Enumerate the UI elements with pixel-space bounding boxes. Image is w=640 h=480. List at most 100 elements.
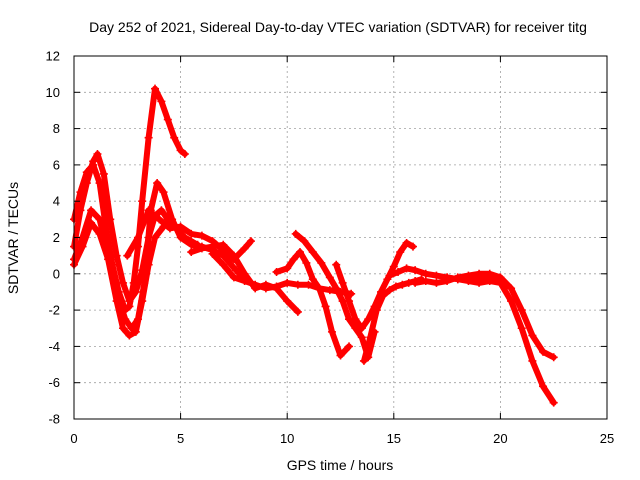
data-point-marker — [133, 233, 142, 242]
series-layer — [70, 84, 558, 407]
data-point-marker — [475, 278, 484, 287]
data-point-marker — [443, 273, 452, 282]
data-point-marker — [151, 84, 160, 93]
data-point-marker — [485, 269, 494, 278]
data-point-marker — [78, 242, 87, 251]
data-point-marker — [345, 297, 354, 306]
y-axis-label: SDTVAR / TECUs — [5, 182, 21, 294]
data-point-marker — [99, 169, 108, 178]
data-point-marker — [549, 398, 558, 407]
data-point-marker — [432, 271, 441, 280]
series-arc-7 — [208, 249, 356, 298]
data-point-marker — [283, 264, 292, 273]
data-point-marker — [157, 206, 166, 215]
data-point-marker — [421, 277, 430, 286]
y-tick-label: -2 — [48, 303, 60, 318]
data-point-marker — [232, 266, 241, 275]
data-point-marker — [112, 251, 121, 260]
series-trace — [292, 230, 378, 361]
data-point-marker — [332, 260, 341, 269]
data-point-marker — [119, 278, 128, 287]
y-tick-label: 2 — [53, 230, 60, 245]
data-point-marker — [119, 324, 128, 333]
data-point-marker — [163, 115, 172, 124]
data-point-marker — [155, 215, 164, 224]
data-point-marker — [402, 238, 411, 247]
data-point-marker — [357, 333, 366, 342]
data-point-marker — [411, 278, 420, 287]
data-point-marker — [517, 306, 526, 315]
data-point-marker — [283, 297, 292, 306]
data-point-marker — [351, 315, 360, 324]
data-point-marker — [336, 351, 345, 360]
data-point-marker — [229, 273, 238, 282]
data-point-marker — [219, 260, 228, 269]
data-point-marker — [464, 277, 473, 286]
data-point-marker — [394, 267, 403, 276]
data-point-marker — [125, 331, 134, 340]
data-point-marker — [507, 297, 516, 306]
data-point-marker — [131, 327, 140, 336]
data-point-marker — [359, 356, 368, 365]
x-tick-label: 0 — [70, 431, 77, 446]
data-point-marker — [187, 248, 196, 257]
data-point-marker — [187, 229, 196, 238]
data-point-marker — [144, 206, 153, 215]
y-tick-label: 4 — [53, 194, 60, 209]
data-point-marker — [338, 278, 347, 287]
data-point-marker — [398, 280, 407, 289]
data-point-marker — [144, 260, 153, 269]
data-point-marker — [496, 278, 505, 287]
data-point-marker — [317, 258, 326, 267]
data-point-marker — [93, 150, 102, 159]
data-point-marker — [197, 244, 206, 253]
series-arc-1 — [70, 84, 189, 315]
data-point-marker — [295, 248, 304, 257]
data-point-marker — [165, 224, 174, 233]
data-point-marker — [302, 258, 311, 267]
data-point-marker — [219, 240, 228, 249]
data-point-marker — [507, 284, 516, 293]
data-point-marker — [251, 280, 260, 289]
data-point-marker — [289, 255, 298, 264]
data-point-marker — [112, 297, 121, 306]
data-point-marker — [389, 262, 398, 271]
data-point-marker — [411, 266, 420, 275]
data-point-marker — [159, 188, 168, 197]
data-point-marker — [421, 269, 430, 278]
data-point-marker — [176, 146, 185, 155]
data-point-marker — [240, 244, 249, 253]
data-point-marker — [357, 324, 366, 333]
data-point-marker — [475, 269, 484, 278]
data-point-marker — [104, 255, 113, 264]
data-point-marker — [272, 267, 281, 276]
x-tick-label: 5 — [177, 431, 184, 446]
data-point-marker — [327, 327, 336, 336]
data-point-marker — [283, 278, 292, 287]
data-point-marker — [304, 280, 313, 289]
data-point-marker — [379, 291, 388, 300]
data-point-marker — [293, 307, 302, 316]
y-tick-label: -8 — [48, 412, 60, 427]
data-point-marker — [308, 275, 317, 284]
series-arc-11 — [359, 275, 426, 365]
x-tick-label: 15 — [387, 431, 401, 446]
data-point-marker — [385, 286, 394, 295]
data-point-marker — [95, 215, 104, 224]
data-point-marker — [240, 269, 249, 278]
series-trace — [361, 276, 425, 364]
data-point-marker — [549, 353, 558, 362]
data-point-marker — [408, 242, 417, 251]
data-point-marker — [197, 231, 206, 240]
data-point-marker — [208, 249, 217, 258]
data-point-marker — [153, 179, 162, 188]
data-point-marker — [364, 315, 373, 324]
data-point-marker — [308, 248, 317, 257]
data-point-marker — [272, 282, 281, 291]
data-point-marker — [208, 242, 217, 251]
data-point-marker — [345, 342, 354, 351]
data-point-marker — [106, 215, 115, 224]
tick-layer: 0 5 10 15 20 25 -8 -6 -4 -2 0 2 4 6 8 10 12 — [46, 49, 615, 447]
data-point-marker — [432, 278, 441, 287]
y-tick-label: 8 — [53, 121, 60, 136]
